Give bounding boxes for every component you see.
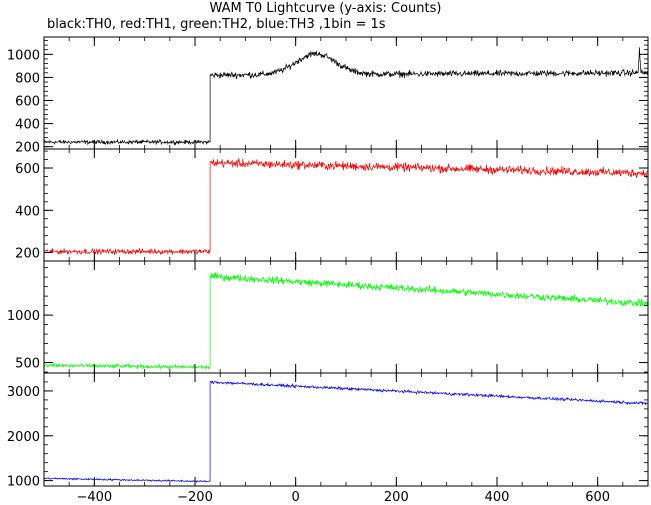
- y-tick-label: 3000: [7, 385, 40, 400]
- x-tick-label: 400: [485, 490, 510, 505]
- panel-frame-th2: [43, 260, 649, 374]
- y-tick-label: 400: [15, 204, 40, 219]
- chart-title: WAM T0 Lightcurve (y-axis: Counts): [209, 1, 442, 16]
- x-tick-label: −200: [177, 490, 213, 505]
- series-line-th2: [43, 272, 649, 371]
- series-line-th1: [43, 158, 649, 256]
- series-line-th3: [43, 380, 649, 484]
- panel-frame-th0: [43, 36, 649, 150]
- y-tick-label: 600: [15, 162, 40, 177]
- y-tick-label: 200: [15, 247, 40, 262]
- y-tick-label: 2000: [7, 430, 40, 445]
- y-tick-label: 1000: [7, 48, 40, 63]
- y-tick-label: 200: [15, 141, 40, 156]
- y-tick-label: 800: [15, 71, 40, 86]
- x-tick-label: −400: [76, 490, 112, 505]
- y-tick-label: 1000: [7, 475, 40, 490]
- y-tick-label: 1000: [7, 309, 40, 324]
- x-tick-label: 200: [384, 490, 409, 505]
- x-tick-label: 600: [585, 490, 610, 505]
- series-line-th0: [43, 47, 649, 146]
- y-tick-label: 600: [15, 95, 40, 110]
- panel-frame-th3: [43, 372, 649, 487]
- x-tick-label: 0: [292, 490, 300, 505]
- chart-subtitle: black:TH0, red:TH1, green:TH2, blue:TH3 …: [47, 17, 386, 32]
- y-tick-label: 500: [15, 357, 40, 372]
- y-tick-label: 400: [15, 118, 40, 133]
